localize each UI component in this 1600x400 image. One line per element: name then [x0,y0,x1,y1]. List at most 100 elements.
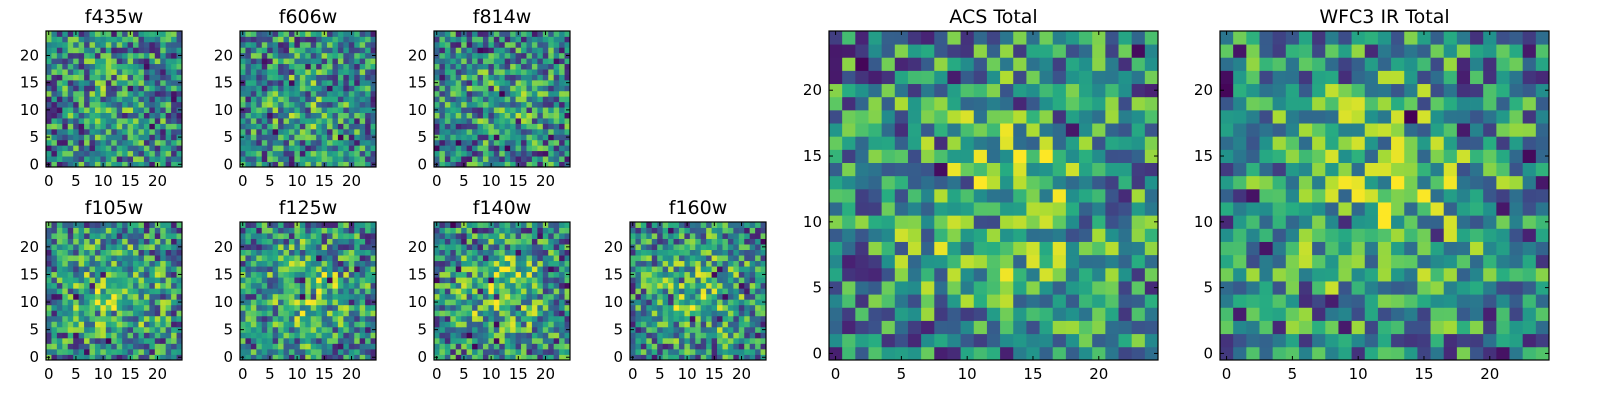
heatmap-cell [56,304,63,311]
heatmap-cell [521,332,527,339]
heatmap-cell [1118,294,1133,308]
heatmap-cell [62,36,69,43]
heatmap-cell [504,348,511,355]
heatmap-cell [278,288,284,295]
heatmap-cell [62,255,69,262]
heatmap-cell [138,161,145,168]
heatmap-cell [461,293,468,300]
heatmap-cell [310,304,317,311]
heatmap-cell [842,228,856,242]
heatmap-cell [305,145,312,152]
heatmap-cell [947,175,961,190]
heatmap-cell [94,150,101,157]
heatmap-cell [94,277,101,284]
heatmap-cell [165,96,172,103]
heatmap-cell [359,315,366,322]
heatmap-cell [434,101,440,108]
heatmap-cell [62,123,69,130]
heatmap-cell [510,85,516,92]
heatmap-cell [1013,281,1027,295]
heatmap-cell [548,299,555,306]
heatmap-cell [165,90,172,97]
heatmap-cell [1092,241,1106,256]
heatmap-cell [1144,188,1159,203]
heatmap-cell [127,277,134,284]
heatmap-cell [278,63,284,70]
heatmap-cell [668,255,674,262]
heatmap-cell [138,354,145,361]
heatmap-cell [245,310,252,317]
heatmap-cell [450,128,457,135]
heatmap-cell [365,63,371,70]
heatmap-cell [89,79,96,86]
heatmap-cell [250,96,257,103]
heatmap-cell [717,244,723,250]
heatmap-cell [278,326,284,333]
heatmap-cell [294,47,301,54]
heatmap-cell [749,354,756,361]
heatmap-cell [1000,175,1014,190]
heatmap-cell [434,58,440,65]
heatmap-cell [73,79,80,86]
heatmap-cell [488,315,495,322]
heatmap-cell [160,31,167,37]
heatmap-cell [46,101,52,108]
heatmap-cell [154,123,161,130]
heatmap-cell [986,307,1001,321]
heatmap-cell [466,31,473,37]
heatmap-cell [149,90,156,97]
heatmap-cell [267,227,274,234]
heatmap-cell [240,118,246,124]
heatmap-cell [1118,307,1133,321]
heatmap-cell [56,260,63,267]
heatmap-cell [176,310,183,317]
heatmap-cell [337,282,344,289]
heatmap-cell [111,156,118,162]
heatmap-cell [537,107,544,113]
heatmap-cell [316,332,322,339]
heatmap-cell [493,85,500,92]
heatmap-cell [105,79,112,86]
heatmap-cell [51,244,58,250]
heatmap-cell [842,215,856,229]
heatmap-cell [62,101,69,108]
heatmap-cell [548,337,555,344]
heatmap-cell [116,74,123,81]
heatmap-cell [359,326,366,333]
heatmap-cell [689,222,696,228]
heatmap-cell [127,123,134,130]
heatmap-cell [245,343,252,350]
x-tick-label: 20 [342,365,361,383]
heatmap-cell [299,304,306,311]
heatmap-cell [542,321,549,328]
heatmap-cell [89,69,96,75]
heatmap-cell [760,310,767,317]
heatmap-cell [165,128,172,135]
heatmap-cell [272,343,279,350]
heatmap-cell [542,118,549,124]
heatmap-cell [504,255,511,262]
heatmap-cell [359,58,366,65]
heatmap-cell [521,244,527,250]
heatmap-cell [515,36,522,43]
heatmap-cell [149,74,156,81]
heatmap-cell [450,58,457,65]
heatmap-cell [370,139,377,146]
y-tick-label: 0 [613,348,623,366]
heatmap-cell [855,294,869,308]
heatmap-cell [149,41,156,48]
heatmap-cell [466,145,473,152]
heatmap-cell [305,348,312,355]
heatmap-cell [116,134,123,141]
heatmap-cell [651,343,658,350]
heatmap-cell [947,202,961,216]
heatmap-cell [245,321,252,328]
heatmap-cell [542,326,549,333]
heatmap-cell [143,288,150,295]
heatmap-cell [171,69,177,75]
heatmap-cell [46,74,52,81]
heatmap-cell [829,162,843,177]
heatmap-cell [657,326,664,333]
heatmap-cell [160,101,167,108]
heatmap-cell [343,326,350,333]
